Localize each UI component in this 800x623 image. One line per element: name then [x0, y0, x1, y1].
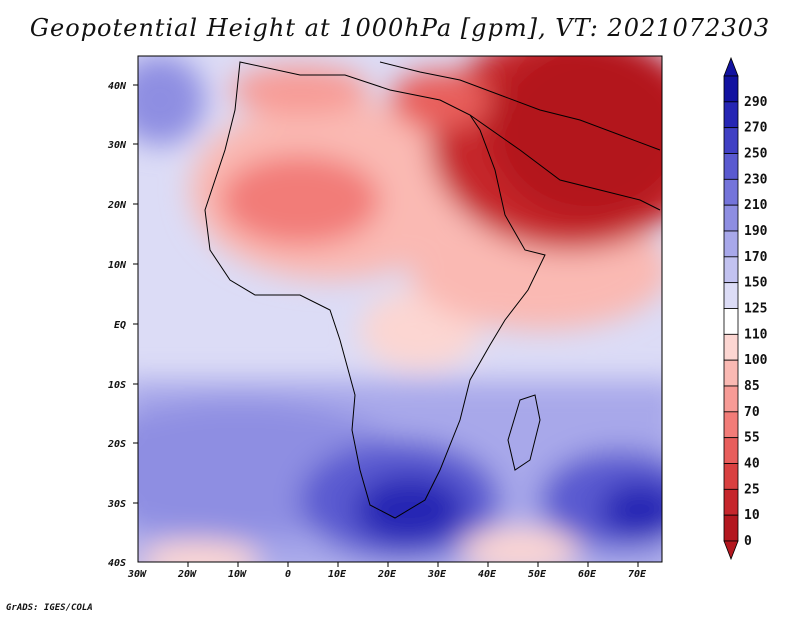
colorbar-label: 150: [744, 276, 768, 291]
credit-text: GrADS: IGES/COLA: [6, 603, 93, 613]
lon-axis: 30W 20W 10W 0 10E 20E 30E 40E 50E 60E 70…: [127, 562, 647, 580]
map-frame: [137, 55, 663, 563]
colorbar-segment: [723, 437, 739, 464]
lon-label: 20E: [377, 569, 397, 580]
colorbar-segment: [723, 411, 739, 439]
colorbar-segment: [723, 385, 739, 413]
colorbar-segment: [723, 308, 739, 335]
colorbar-segment: [723, 359, 739, 387]
colorbar-segment: [723, 101, 739, 129]
colorbar-arrow-bottom: [723, 540, 739, 561]
colorbar-segment: [723, 463, 739, 490]
lat-label: 10N: [108, 260, 127, 271]
lon-label: 60E: [578, 569, 597, 580]
lat-label: 30S: [107, 499, 126, 510]
lat-label: 20S: [107, 439, 126, 450]
colorbar-label: 210: [744, 198, 768, 213]
colorbar-label: 190: [744, 224, 768, 239]
colorbar-label: 25: [744, 482, 760, 497]
colorbar-label: 100: [744, 353, 768, 368]
lon-label: 70E: [628, 569, 647, 580]
colorbar-segment: [723, 153, 739, 180]
lat-label: 10S: [108, 380, 126, 391]
colorbar-segment: [723, 488, 739, 516]
colorbar-label: 0: [744, 534, 752, 549]
colorbar-segment: [723, 282, 739, 309]
colorbar-label: 250: [744, 147, 768, 162]
colorbar: 0 10 25 40 55 70 85 100 110 125 150 170 190 210 230 250…: [723, 56, 768, 561]
lon-label: 40E: [478, 569, 497, 580]
lat-label: 40N: [108, 81, 127, 92]
lon-label: 10E: [328, 569, 347, 580]
lat-label: EQ: [114, 320, 126, 331]
colorbar-label: 10: [744, 508, 760, 523]
chart-title: Geopotential Height at 1000hPa [gpm], VT…: [29, 14, 771, 42]
colorbar-segment: [723, 178, 739, 206]
lon-label: 30W: [127, 569, 147, 580]
lon-label: 30E: [427, 569, 447, 580]
colorbar-label: 230: [744, 172, 768, 187]
colorbar-label: 85: [744, 379, 760, 394]
colorbar-label: 290: [744, 95, 768, 110]
lon-label: 20W: [177, 569, 197, 580]
colorbar-label: 40: [744, 457, 760, 472]
lat-axis: 40N 30N 20N 10N EQ 10S 20S 30S 40S: [107, 81, 138, 569]
colorbar-segment: [723, 204, 739, 232]
coastlines: [204, 61, 661, 519]
colorbar-label: 55: [744, 431, 760, 446]
colorbar-segment: [723, 127, 739, 154]
colorbar-label: 270: [744, 121, 768, 136]
colorbar-label: 70: [744, 405, 760, 420]
colorbar-segment: [723, 333, 739, 361]
colorbar-label: 170: [744, 250, 768, 265]
colorbar-label: 110: [744, 327, 768, 342]
colorbar-segment: [723, 230, 739, 258]
lat-label: 40S: [108, 558, 126, 569]
lon-label: 0: [285, 569, 291, 580]
lat-label: 30N: [107, 140, 127, 151]
colorbar-segment: [723, 256, 739, 284]
colorbar-segment: [723, 75, 739, 103]
lon-label: 10W: [228, 569, 247, 580]
height-field: [138, 56, 662, 562]
lon-label: 50E: [528, 569, 547, 580]
colorbar-label: 125: [744, 302, 767, 317]
colorbar-segment: [723, 514, 739, 542]
colorbar-arrow-top: [723, 56, 739, 77]
lat-label: 20N: [107, 200, 127, 211]
